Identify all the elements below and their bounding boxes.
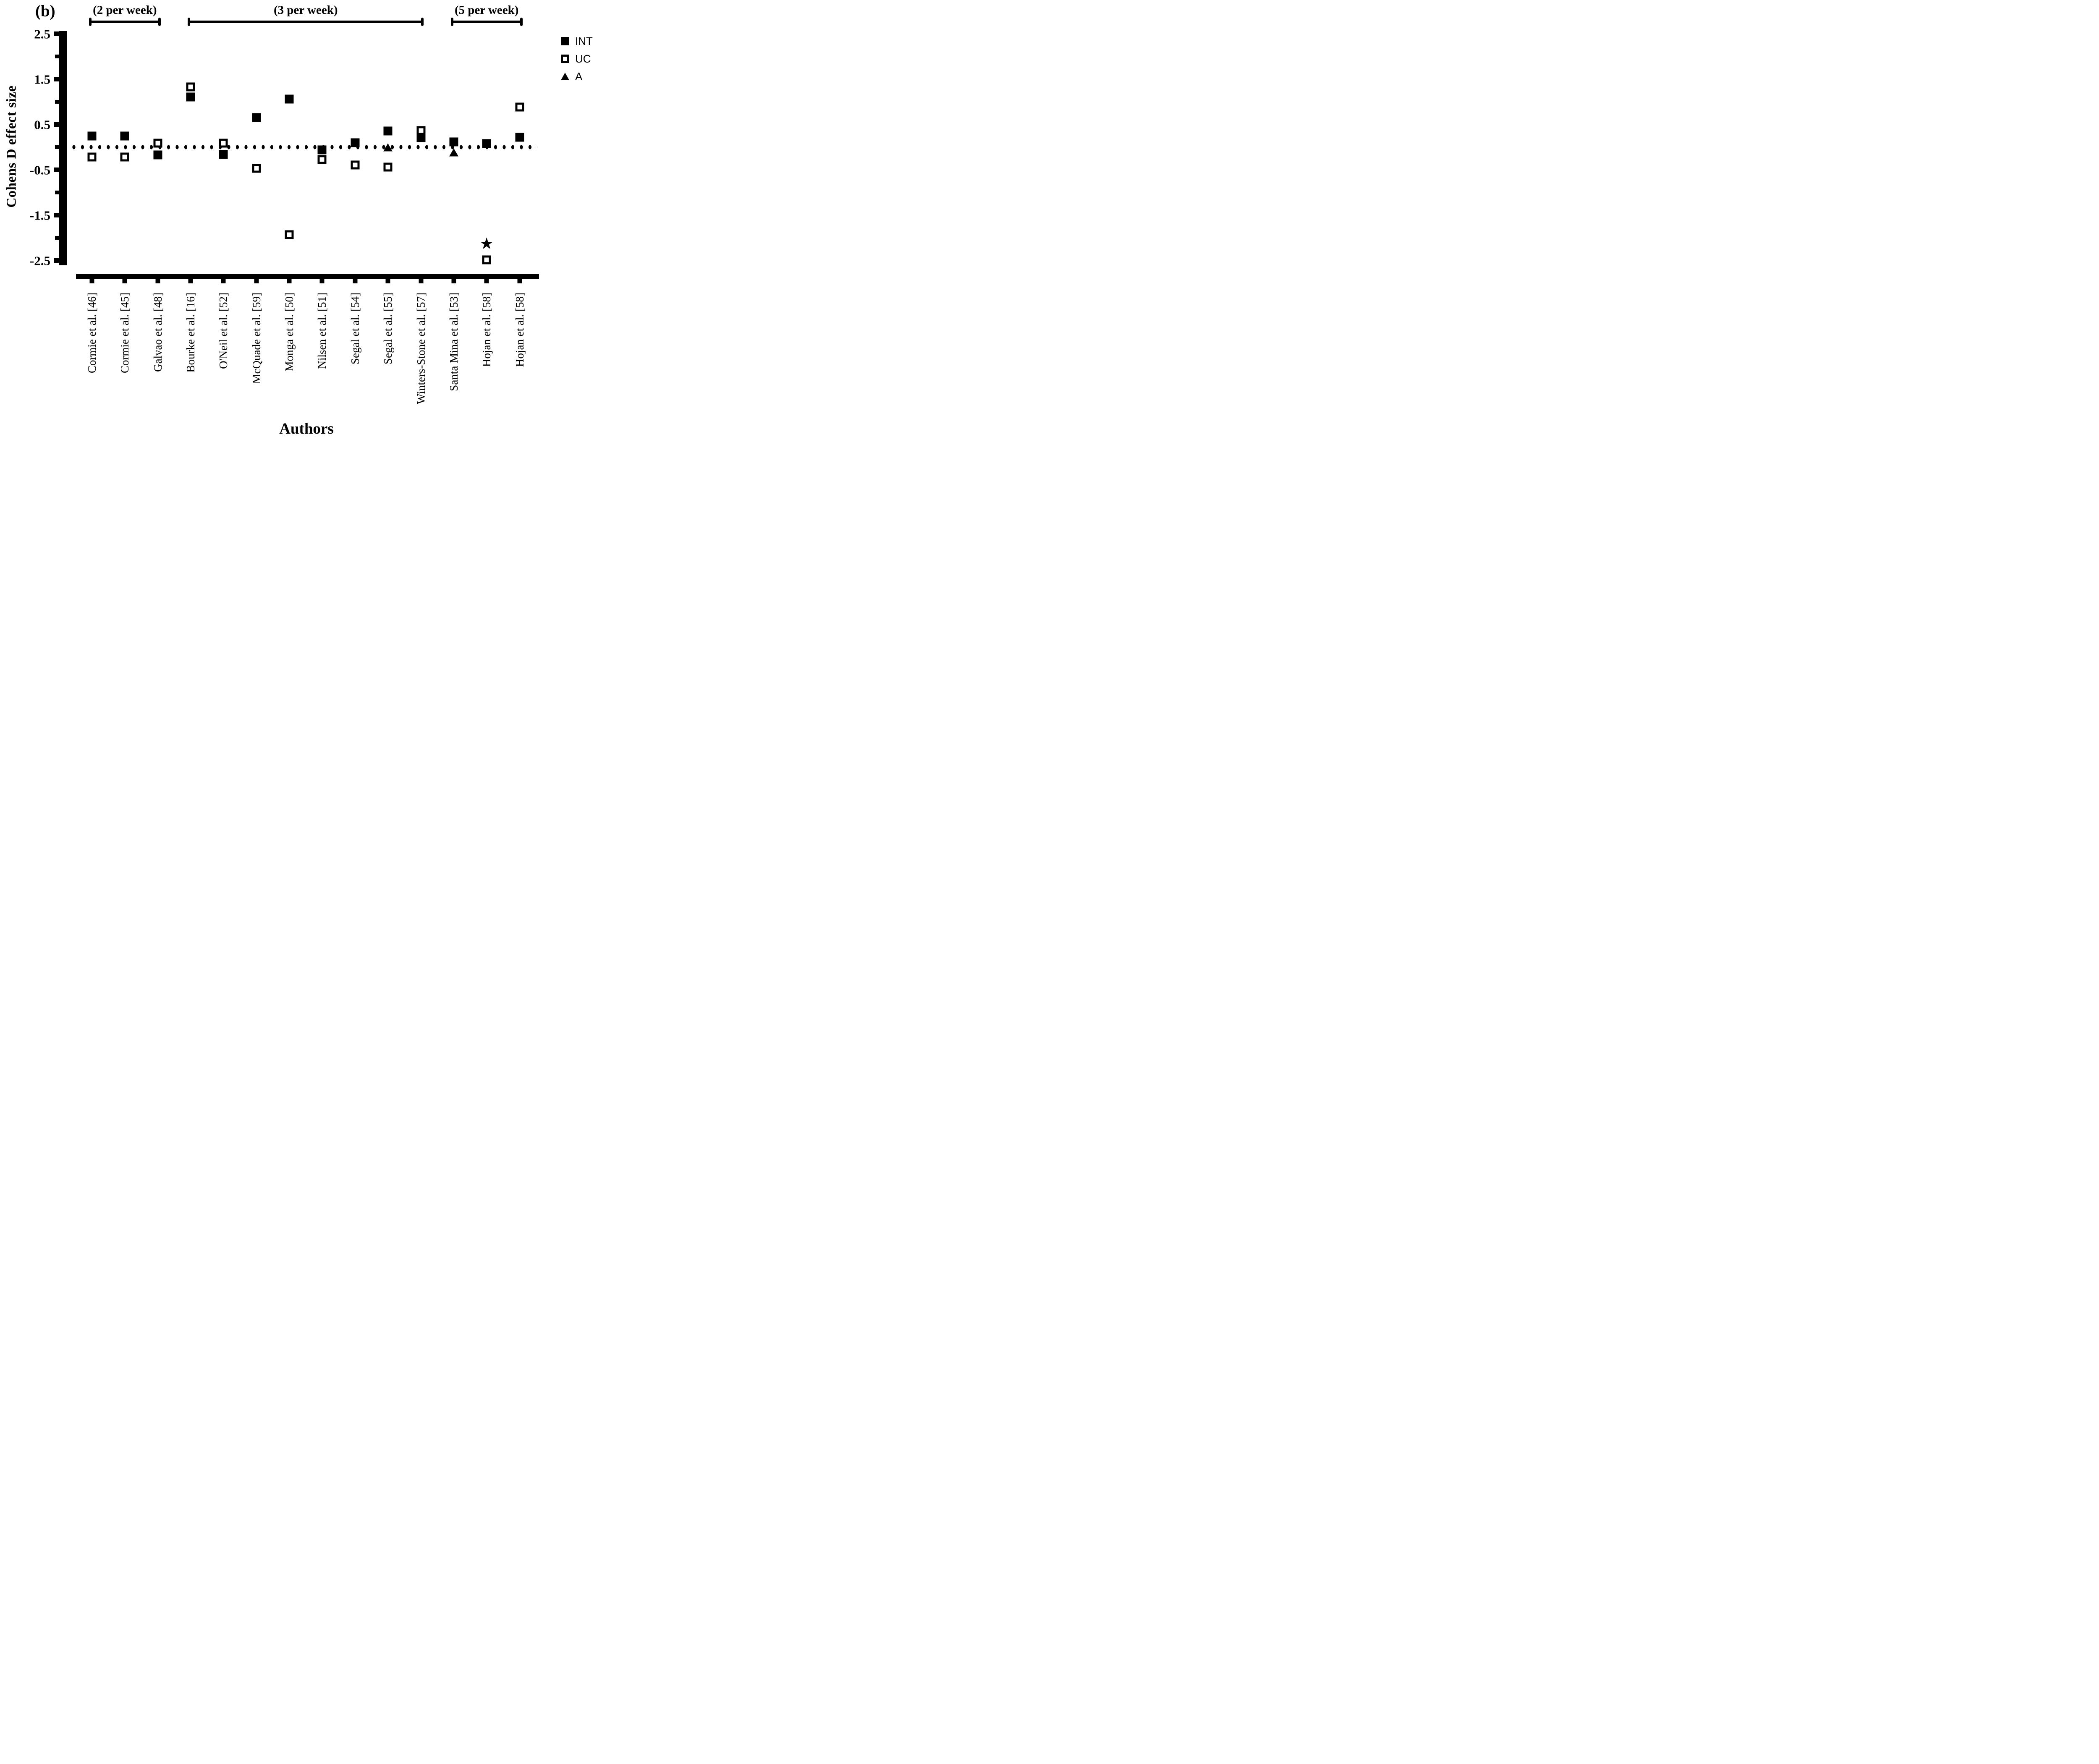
frequency-group-bracket xyxy=(188,18,424,26)
data-point-uc xyxy=(120,152,129,162)
data-point-int xyxy=(416,133,425,142)
data-point-int xyxy=(482,139,491,148)
y-axis-tick-label: -1.5 xyxy=(29,208,50,222)
x-axis-tick xyxy=(155,279,160,283)
data-point-int xyxy=(87,131,97,140)
y-axis-major-tick xyxy=(54,213,59,217)
x-axis-tick xyxy=(319,279,325,283)
data-point-int xyxy=(186,92,195,102)
y-axis-major-tick xyxy=(54,122,59,127)
data-point-int xyxy=(351,138,360,147)
data-point-int xyxy=(515,133,524,142)
x-axis-category-label: McQuade et al. [59] xyxy=(250,293,263,384)
zero-reference-dotted-line xyxy=(70,145,537,149)
legend-item-uc: UC xyxy=(561,53,601,65)
significance-star-icon: ★ xyxy=(479,235,494,253)
data-point-a xyxy=(383,143,393,151)
x-axis-category-label: Hojan et al. [58] xyxy=(513,293,526,367)
data-point-uc xyxy=(153,139,162,148)
x-axis-category-label: Cormie et al. [45] xyxy=(118,293,131,373)
frequency-group-label: (2 per week) xyxy=(93,3,157,17)
y-axis-major-tick xyxy=(54,168,59,172)
y-axis-major-tick xyxy=(54,77,59,81)
figure-panel-label: (b) xyxy=(35,2,55,20)
y-axis-major-tick xyxy=(54,31,59,36)
x-axis-tick xyxy=(353,279,358,283)
data-point-int xyxy=(252,113,261,122)
data-point-uc xyxy=(285,230,294,239)
data-point-int xyxy=(285,94,294,104)
data-point-uc xyxy=(87,152,97,162)
y-axis-minor-tick xyxy=(55,145,59,149)
legend-item-int: INT xyxy=(561,35,601,47)
x-axis-tick xyxy=(385,279,390,283)
y-axis-tick-label: -0.5 xyxy=(29,162,50,177)
x-axis-baseline xyxy=(76,274,539,279)
frequency-group-label: (5 per week) xyxy=(454,3,519,17)
legend-label-int: INT xyxy=(575,35,593,47)
data-point-uc xyxy=(219,139,228,148)
data-point-int xyxy=(120,131,129,140)
x-axis-tick xyxy=(254,279,259,283)
data-point-int xyxy=(383,126,393,136)
data-point-int xyxy=(449,137,458,147)
data-point-int xyxy=(219,150,228,159)
frequency-group-label: (3 per week) xyxy=(274,3,338,17)
filled-triangle-icon xyxy=(561,73,569,80)
x-axis-category-label: Segal et al. [55] xyxy=(382,293,395,364)
data-point-uc xyxy=(351,160,360,170)
frequency-group-bracket xyxy=(89,18,161,26)
legend-label-uc: UC xyxy=(575,52,591,65)
plot-area: 2.5 1.5 0.5 -0.5 -1.5 -2.5 Cormie et al. [46] C… xyxy=(0,0,602,441)
data-point-uc xyxy=(515,102,524,112)
x-axis-category-label: Bourke et al. [16] xyxy=(184,293,197,373)
data-point-uc xyxy=(383,162,393,172)
y-axis-minor-tick xyxy=(55,100,59,104)
legend: INT UC A xyxy=(561,35,601,88)
y-axis-minor-tick xyxy=(55,191,59,194)
data-point-uc xyxy=(482,255,491,264)
x-axis-tick xyxy=(221,279,226,283)
x-axis-tick xyxy=(451,279,456,283)
y-axis-spine xyxy=(59,31,67,265)
x-axis-category-label: Winters-Stone et al. [57] xyxy=(414,293,427,404)
x-axis-tick xyxy=(122,279,127,283)
y-axis-tick-label: 1.5 xyxy=(34,72,50,86)
frequency-group-bracket xyxy=(450,18,523,26)
y-axis-tick-label: -2.5 xyxy=(29,253,50,268)
x-axis-category-label: Cormie et al. [46] xyxy=(86,293,98,373)
data-point-a xyxy=(449,148,458,157)
x-axis-tick xyxy=(287,279,292,283)
data-point-int xyxy=(153,150,162,160)
x-axis-category-label: Segal et al. [54] xyxy=(348,293,361,364)
x-axis-category-label: Galvao et al. [48] xyxy=(151,293,164,372)
data-point-uc xyxy=(317,155,327,164)
filled-square-icon xyxy=(561,37,569,45)
data-point-uc xyxy=(186,82,195,92)
x-axis-title: Authors xyxy=(279,420,334,437)
y-axis-minor-tick xyxy=(55,55,59,58)
data-point-int xyxy=(317,145,327,154)
x-axis-tick xyxy=(188,279,193,283)
x-axis-category-label: Nilsen et al. [51] xyxy=(316,293,329,369)
y-axis-major-tick xyxy=(54,258,59,263)
open-square-icon xyxy=(561,55,569,63)
x-axis-tick xyxy=(484,279,489,283)
data-point-uc xyxy=(416,126,425,135)
x-axis-tick xyxy=(517,279,522,283)
legend-label-a: A xyxy=(575,70,583,83)
x-axis-tick xyxy=(419,279,423,283)
x-axis-category-label: O'Neil et al. [52] xyxy=(217,293,230,369)
figure-scatter-cohens-d: (b) Cohens D effect size 2.5 1.5 0.5 -0.5 -1… xyxy=(0,0,602,441)
y-axis-tick-label: 0.5 xyxy=(34,117,50,132)
x-axis-tick xyxy=(89,279,94,283)
x-axis-category-label: Monga et al. [50] xyxy=(283,293,296,372)
x-axis-category-label: Hojan et al. [58] xyxy=(480,293,493,367)
y-axis-minor-tick xyxy=(55,236,59,240)
data-point-uc xyxy=(252,164,261,173)
x-axis-category-label: Santa Mina et al. [53] xyxy=(447,293,460,391)
legend-item-a: A xyxy=(561,71,601,82)
y-axis-tick-label: 2.5 xyxy=(34,26,50,41)
